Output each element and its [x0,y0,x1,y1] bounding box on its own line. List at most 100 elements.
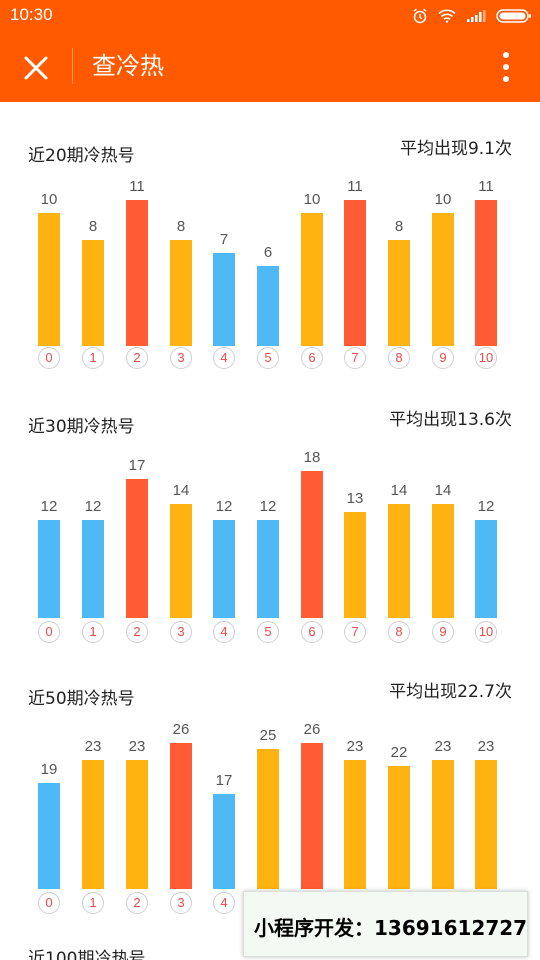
alarm-icon [413,8,427,24]
chart-bar [82,520,104,618]
number-ball: 2 [126,621,148,643]
chart-bar [475,760,497,889]
close-icon [24,56,48,80]
number-ball: 10 [475,347,497,369]
section-label-30: 近30期冷热号 [28,417,135,437]
bar-value-label: 7 [219,231,229,248]
number-ball: 1 [82,347,104,369]
number-ball: 3 [170,621,192,643]
number-ball: 9 [432,621,454,643]
number-ball: 8 [388,621,410,643]
section-average-20: 平均出现9.1次 [399,139,512,159]
chart-bar [126,760,148,889]
number-ball: 0 [38,621,60,643]
app-bar-divider [72,48,73,84]
bar-value-label: 14 [390,482,408,499]
section-label-20: 近20期冷热号 [28,146,135,166]
bar-value-label: 17 [215,772,233,789]
bar-value-label: 12 [259,498,277,515]
number-ball: 6 [301,621,323,643]
bar-value-label: 19 [40,761,58,778]
number-ball: 7 [344,347,366,369]
bar-value-label: 23 [434,738,452,755]
number-ball: 5 [257,347,279,369]
bar-value-label: 23 [346,738,364,755]
number-ball: 6 [301,347,323,369]
chart-bar [38,213,60,346]
chart-bar [301,743,323,889]
bar-value-label: 12 [477,498,495,515]
number-ball: 2 [126,347,148,369]
chart-bar [344,760,366,889]
chart-bar [257,749,279,889]
bar-value-label: 6 [263,244,273,261]
chart-bar [301,213,323,346]
number-ball: 5 [257,621,279,643]
status-icons [412,6,532,26]
number-ball: 10 [475,621,497,643]
number-ball: 3 [170,892,192,914]
number-ball: 0 [38,892,60,914]
close-button[interactable] [16,48,56,88]
number-ball: 3 [170,347,192,369]
bar-value-label: 26 [303,721,321,738]
chart-bar [432,760,454,889]
bar-value-label: 12 [40,498,58,515]
page-title: 查冷热 [92,52,164,80]
bar-value-label: 25 [259,727,277,744]
bar-value-label: 11 [478,178,494,195]
bar-value-label: 10 [40,191,58,208]
bar-value-label: 8 [176,218,186,235]
chart-bar [38,520,60,618]
chart-bar [213,520,235,618]
status-time: 10:30 [10,5,53,24]
bar-value-label: 12 [84,498,102,515]
chart-bar [388,504,410,618]
number-ball: 0 [38,347,60,369]
bar-value-label: 22 [390,744,408,761]
bar-value-label: 23 [84,738,102,755]
number-ball: 4 [213,892,235,914]
chart-bar [213,794,235,889]
chart-bar [170,743,192,889]
chart-bar [126,200,148,346]
chart-bar [38,783,60,889]
contact-banner: 小程序开发：13691612727 [243,891,528,957]
chart-bar [301,471,323,618]
number-ball: 2 [126,892,148,914]
chart-bar [170,240,192,346]
chart-bar [257,520,279,618]
number-ball: 9 [432,347,454,369]
status-bar: 10:30 [0,0,540,32]
bar-value-label: 13 [346,490,364,507]
chart-bar [475,200,497,346]
section-label-50: 近50期冷热号 [28,689,135,709]
bar-value-label: 26 [172,721,190,738]
bar-value-label: 11 [129,178,145,195]
more-vertical-icon [503,52,509,82]
more-menu-button[interactable] [492,48,520,86]
battery-icon [496,9,531,23]
bar-value-label: 11 [347,178,363,195]
bar-value-label: 8 [394,218,404,235]
bar-value-label: 17 [128,457,146,474]
section-average-50: 平均出现22.7次 [389,682,512,702]
chart-bar [257,266,279,346]
bar-value-label: 14 [172,482,190,499]
wifi-icon [438,9,456,23]
chart-bar [344,200,366,346]
chart-bar [388,766,410,889]
chart-bar [82,240,104,346]
chart-bar [475,520,497,618]
bar-value-label: 10 [434,191,452,208]
contact-banner-text: 小程序开发：13691612727 [254,916,528,940]
chart-bar [344,512,366,618]
bar-value-label: 10 [303,191,321,208]
chart-bar [82,760,104,889]
chart-bar [432,213,454,346]
bar-value-label: 14 [434,482,452,499]
bar-value-label: 8 [88,218,98,235]
bar-value-label: 18 [303,449,321,466]
chart-bar [213,253,235,346]
number-ball: 8 [388,347,410,369]
